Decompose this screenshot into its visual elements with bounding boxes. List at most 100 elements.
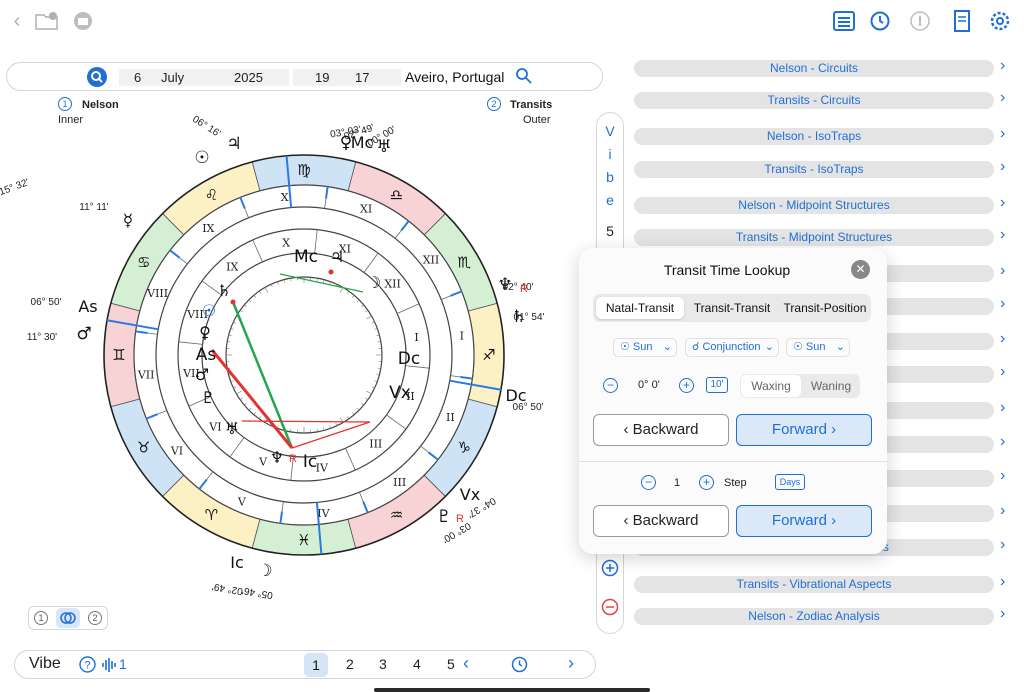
- close-icon[interactable]: ✕: [851, 260, 870, 279]
- tab-transit-transit[interactable]: Transit-Transit: [693, 301, 771, 315]
- chevron-right-icon[interactable]: ›: [1000, 158, 1006, 175]
- list-icon[interactable]: [832, 10, 856, 32]
- degree-tick: [270, 284, 273, 288]
- chevron-left-icon[interactable]: ‹: [13, 9, 21, 32]
- orb-increase-button[interactable]: +: [679, 378, 694, 393]
- chevron-right-icon[interactable]: ›: [568, 653, 574, 673]
- tab-transit-position[interactable]: Transit-Position: [783, 301, 867, 315]
- vibe-title: Vibe: [29, 655, 61, 672]
- chevron-left-icon[interactable]: ‹: [463, 653, 469, 673]
- degree-tick: [371, 321, 375, 324]
- degree-tick: [366, 315, 372, 320]
- chevron-down-icon: ⌄: [764, 341, 774, 353]
- chevron-right-icon[interactable]: ›: [1000, 605, 1006, 622]
- list-item[interactable]: Nelson - Circuits: [634, 60, 994, 77]
- tab-natal-transit[interactable]: Natal-Transit: [596, 297, 684, 319]
- search-icon[interactable]: [87, 67, 107, 87]
- list-item[interactable]: Transits - Circuits: [634, 92, 994, 109]
- step-increase-button[interactable]: +: [699, 475, 714, 490]
- backward-button[interactable]: ‹ Backward: [593, 414, 729, 446]
- zodiac-sign-icon: ♐: [482, 346, 495, 364]
- scroll-icon[interactable]: [950, 10, 974, 32]
- chevron-right-icon[interactable]: ›: [1000, 262, 1006, 279]
- chevron-right-icon[interactable]: ›: [1000, 295, 1006, 312]
- zodiac-sign-icon: ♏: [457, 254, 471, 272]
- aspect-dropdown[interactable]: ☌ Conjunction ⌄: [685, 338, 779, 357]
- minute-value[interactable]: 17: [355, 70, 370, 85]
- house-marker-tick: [169, 249, 181, 259]
- page-button-5[interactable]: 5: [447, 656, 455, 672]
- degree-tick: [335, 422, 338, 426]
- vibe-number[interactable]: 5: [606, 223, 614, 239]
- chevron-right-icon[interactable]: ›: [1000, 536, 1006, 553]
- zodiac-sign-icon: ♎: [390, 186, 403, 204]
- chevron-right-icon[interactable]: ›: [1000, 399, 1006, 416]
- day-value[interactable]: 6: [134, 70, 142, 85]
- location-value[interactable]: Aveiro, Portugal: [405, 69, 505, 85]
- chevron-right-icon[interactable]: ›: [1000, 57, 1006, 74]
- chevron-right-icon[interactable]: ›: [1000, 330, 1006, 347]
- step-decrease-button[interactable]: −: [641, 475, 656, 490]
- list-item[interactable]: Transits - IsoTraps: [634, 161, 994, 178]
- waveform-icon[interactable]: [101, 657, 117, 678]
- month-value[interactable]: July: [161, 70, 185, 85]
- chevron-right-icon[interactable]: ›: [1000, 194, 1006, 211]
- waxing-option[interactable]: Waxing: [741, 375, 801, 397]
- zodiac-sign-icon: ♊: [112, 346, 125, 364]
- page-button-2[interactable]: 2: [346, 656, 354, 672]
- degree-tick: [329, 281, 331, 285]
- chart-2-toggle[interactable]: 2: [88, 611, 102, 625]
- chevron-right-icon[interactable]: ›: [1000, 467, 1006, 484]
- page-button-3[interactable]: 3: [379, 656, 387, 672]
- chevron-right-icon[interactable]: ›: [1000, 573, 1006, 590]
- chevron-right-icon[interactable]: ›: [1000, 89, 1006, 106]
- time-field[interactable]: 19 17: [293, 69, 401, 86]
- plus-circle-icon[interactable]: [601, 559, 619, 582]
- inner-planet-glyph-icon: ☉: [202, 301, 216, 320]
- folder-question-icon[interactable]: [34, 10, 60, 32]
- chevron-right-icon[interactable]: ›: [1000, 363, 1006, 380]
- retrograde-mark: R: [289, 453, 297, 465]
- help-icon[interactable]: ?: [79, 656, 96, 678]
- page-button-4[interactable]: 4: [413, 656, 421, 672]
- list-item[interactable]: Nelson - IsoTraps: [634, 128, 994, 145]
- step-backward-button[interactable]: ‹ Backward: [593, 505, 729, 537]
- astrology-wheel[interactable]: ♌♋♊♉♈♓♒♑♐♏♎♍XIXVIIIVIIVIVIVIIIIIIXIIXIXI…: [0, 95, 595, 640]
- hour-value[interactable]: 19: [315, 70, 330, 85]
- orb-step-badge[interactable]: 10': [706, 377, 728, 393]
- chevron-right-icon[interactable]: ›: [1000, 433, 1006, 450]
- archive-icon[interactable]: [72, 10, 94, 32]
- date-field[interactable]: 6 July 2025: [119, 69, 289, 86]
- list-item[interactable]: Transits - Vibrational Aspects: [634, 576, 994, 593]
- info-icon[interactable]: [906, 10, 934, 32]
- orb-decrease-button[interactable]: −: [603, 378, 618, 393]
- year-value[interactable]: 2025: [234, 70, 263, 85]
- list-item[interactable]: Nelson - Zodiac Analysis: [634, 608, 994, 625]
- history-icon[interactable]: [511, 656, 528, 678]
- planet1-dropdown[interactable]: ☉ Sun ⌄: [613, 338, 677, 357]
- forward-button[interactable]: Forward ›: [736, 414, 872, 446]
- both-charts-toggle[interactable]: [56, 608, 80, 628]
- minus-circle-icon[interactable]: [601, 598, 619, 621]
- inner-planet-glyph-icon: ♅: [225, 419, 239, 438]
- planet-glyph-icon: ♅: [376, 137, 391, 157]
- list-item[interactable]: Nelson - Midpoint Structures: [634, 197, 994, 214]
- waning-option[interactable]: Waning: [810, 379, 852, 393]
- clock-arrows-icon[interactable]: [868, 10, 892, 32]
- list-item[interactable]: Transits - Midpoint Structures: [634, 229, 994, 246]
- inner-house-number: VIII: [186, 308, 208, 321]
- degree-tick: [339, 287, 344, 293]
- aspect-line: [279, 273, 364, 293]
- chart-1-toggle[interactable]: 1: [34, 611, 48, 625]
- chevron-right-icon[interactable]: ›: [1000, 226, 1006, 243]
- page-button-1[interactable]: 1: [304, 653, 328, 677]
- planet2-dropdown[interactable]: ☉ Sun ⌄: [786, 338, 850, 357]
- location-search-icon[interactable]: [515, 67, 533, 90]
- chevron-right-icon[interactable]: ›: [1000, 125, 1006, 142]
- planet-glyph-icon: Ic: [230, 553, 244, 572]
- outer-house-number: V: [237, 495, 247, 508]
- chevron-right-icon[interactable]: ›: [1000, 502, 1006, 519]
- step-forward-button[interactable]: Forward ›: [736, 505, 872, 537]
- gear-icon[interactable]: [988, 10, 1012, 32]
- step-unit-badge[interactable]: Days: [775, 474, 805, 490]
